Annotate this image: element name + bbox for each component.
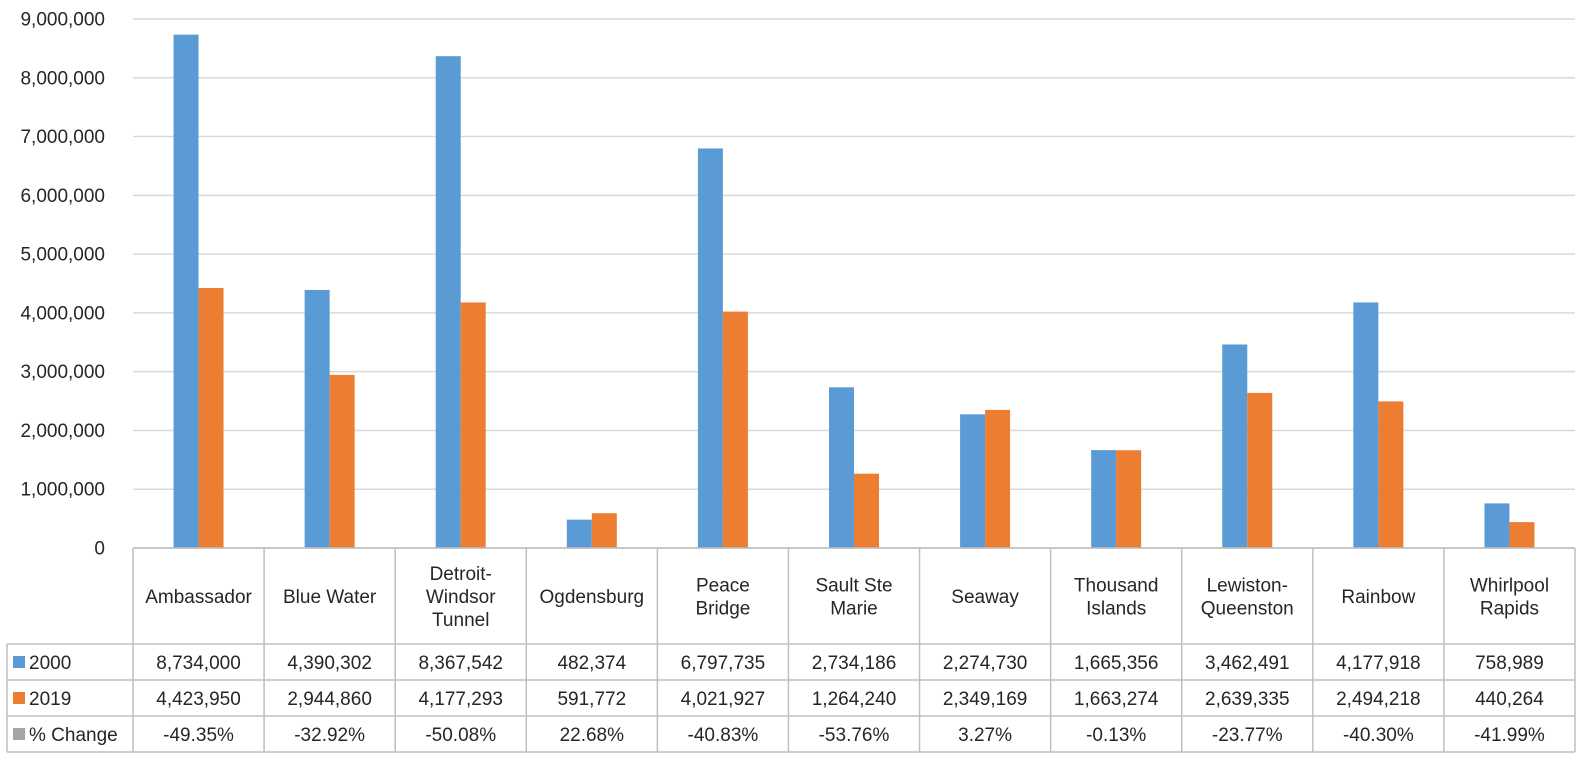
bar-2000 (829, 387, 854, 548)
table-cell: -49.35% (163, 725, 234, 746)
y-tick-label: 9,000,000 (20, 10, 105, 31)
category-label: Peace (696, 576, 750, 597)
category-label: Islands (1086, 599, 1146, 620)
table-cell: -0.13% (1086, 725, 1146, 746)
legend-key-2000 (13, 656, 25, 668)
bar-2019 (854, 473, 879, 548)
category-label: Thousand (1074, 576, 1159, 597)
table-cell: -53.76% (819, 725, 890, 746)
table-cell: 2,734,186 (812, 653, 897, 674)
bar-2000 (1353, 302, 1379, 548)
table-cell: 22.68% (560, 725, 625, 746)
category-label: Marie (830, 599, 878, 620)
legend-key-% Change (13, 728, 25, 740)
table-cell: 8,367,542 (418, 653, 503, 674)
bar-2019 (1116, 450, 1142, 548)
category-label: Blue Water (283, 587, 377, 608)
category-label: Tunnel (432, 610, 489, 631)
table-cell: 1,665,356 (1074, 653, 1159, 674)
y-tick-label: 1,000,000 (20, 480, 105, 501)
table-cell: 2,494,218 (1336, 689, 1421, 710)
row-label: % Change (29, 725, 118, 746)
table-cell: 2,349,169 (943, 689, 1028, 710)
bar-2000 (1484, 503, 1510, 548)
category-label: Ogdensburg (540, 587, 645, 608)
category-label: Ambassador (145, 587, 252, 608)
table-cell: 2,944,860 (287, 689, 372, 710)
bars (173, 34, 1535, 549)
legend-key-2019 (13, 692, 25, 704)
table-cell: 6,797,735 (681, 653, 766, 674)
y-tick-label: 5,000,000 (20, 245, 105, 266)
category-label: Bridge (695, 599, 750, 620)
y-tick-label: 8,000,000 (20, 68, 105, 89)
bar-2000 (173, 34, 199, 548)
table-cell: -23.77% (1212, 725, 1283, 746)
table-cell: 8,734,000 (156, 653, 241, 674)
bar-2019 (198, 287, 224, 548)
y-tick-label: 7,000,000 (20, 127, 105, 148)
table-cell: 2,274,730 (943, 653, 1028, 674)
category-label: Detroit- (430, 564, 492, 585)
category-label: Seaway (951, 587, 1019, 608)
table-cell: 482,374 (557, 653, 626, 674)
bar-2000 (435, 56, 461, 549)
table-cell: 4,177,293 (418, 689, 503, 710)
bar-2019 (329, 374, 355, 548)
bar-2019 (591, 513, 617, 548)
row-label: 2000 (29, 653, 71, 674)
bar-2019 (1378, 401, 1404, 548)
data-table: Ambassador Blue Water Detroit-WindsorTunne… (6, 547, 1576, 753)
category-label: Queenston (1201, 599, 1294, 620)
bar-2000 (1091, 450, 1117, 548)
bar-2019 (722, 311, 748, 548)
table-cell: -32.92% (294, 725, 365, 746)
table-cell: -40.30% (1343, 725, 1414, 746)
y-tick-label: 3,000,000 (20, 362, 105, 383)
y-tick-label: 4,000,000 (20, 303, 105, 324)
table-cell: 4,177,918 (1336, 653, 1421, 674)
bar-2000 (1222, 344, 1248, 548)
category-label: Rainbow (1341, 587, 1415, 608)
table-cell: 758,989 (1475, 653, 1544, 674)
bar-2000 (697, 148, 723, 548)
category-label: Sault Ste (815, 576, 892, 597)
table-cell: 1,663,274 (1074, 689, 1159, 710)
bar-2000 (566, 519, 592, 548)
table-cell: 4,021,927 (681, 689, 766, 710)
bar-2019 (985, 409, 1011, 548)
bar-2000 (304, 289, 330, 548)
bar-2000 (960, 414, 986, 548)
table-cell: 4,390,302 (287, 653, 372, 674)
category-label: Rapids (1480, 599, 1539, 620)
table-cell: 2,639,335 (1205, 689, 1290, 710)
category-label: Lewiston- (1207, 576, 1288, 597)
y-axis-tick-labels: 0 1,000,000 2,000,000 3,000,000 4,000,000 5,0… (20, 10, 105, 560)
bar-2019 (1247, 392, 1273, 548)
bar-2019 (1509, 522, 1535, 548)
table-cell: -50.08% (425, 725, 496, 746)
table-cell: 440,264 (1475, 689, 1544, 710)
category-label: Whirlpool (1470, 576, 1549, 597)
table-cell: 3.27% (958, 725, 1012, 746)
table-cell: 3,462,491 (1205, 653, 1290, 674)
table-cell: -41.99% (1474, 725, 1545, 746)
category-label: Windsor (426, 587, 496, 608)
y-tick-label: 2,000,000 (20, 421, 105, 442)
y-tick-label: 6,000,000 (20, 186, 105, 207)
row-label: 2019 (29, 689, 71, 710)
table-cell: -40.83% (688, 725, 759, 746)
table-cell: 4,423,950 (156, 689, 241, 710)
table-cell: 591,772 (557, 689, 626, 710)
bar-2019 (460, 302, 486, 548)
gridlines (133, 18, 1575, 549)
table-cell: 1,264,240 (812, 689, 897, 710)
y-tick-label: 0 (94, 539, 105, 560)
